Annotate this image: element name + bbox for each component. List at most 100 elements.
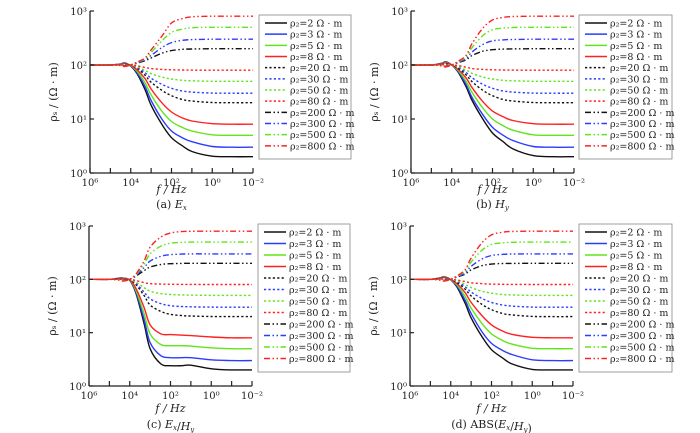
x-tick-label: 10⁴ (122, 178, 139, 189)
x-tick-label: 10⁻² (563, 178, 585, 189)
series-line (88, 230, 252, 282)
panel-caption: (d) ABS(Ex/Hy) (451, 418, 532, 433)
series-line (88, 241, 252, 282)
legend-label: ρ₂=3 Ω · m (610, 30, 662, 41)
series-line (89, 63, 254, 104)
x-tick-label: 10⁶ (402, 391, 419, 402)
legend-label: ρ₂=200 Ω · m (290, 108, 354, 119)
legend-label: ρ₂=500 Ω · m (290, 130, 354, 141)
legend-label: ρ₂=20 Ω · m (290, 63, 348, 74)
caption-text: / (510, 420, 514, 433)
x-tick-label: 10⁴ (121, 391, 138, 402)
caption-subscript: y (504, 204, 510, 212)
panel-caption: (c) Ex/Hy (147, 418, 196, 433)
chart-panel-a: 10⁶ 10⁴ 10² 10⁰ 10⁻² 10⁰ 10¹ 10² 10³ f / Hz ρₛ / (… (47, 7, 354, 212)
series-line (88, 253, 252, 282)
legend-label: ρ₂=30 Ω · m (289, 285, 347, 296)
legend-label: ρ₂=80 Ω · m (610, 97, 668, 108)
legend: ρ₂=2 Ω · mρ₂=3 Ω · mρ₂=5 Ω · mρ₂=8 Ω · m… (258, 14, 354, 160)
legend-label: ρ₂=2 Ω · m (290, 19, 342, 30)
legend-label: ρ₂=200 Ω · m (610, 108, 674, 119)
legend-label: ρ₂=5 Ω · m (290, 41, 342, 52)
caption-text: ) (463, 418, 467, 431)
legend-label: ρ₂=50 Ω · m (610, 297, 668, 308)
legend: ρ₂=2 Ω · mρ₂=3 Ω · mρ₂=5 Ω · mρ₂=8 Ω · m… (578, 223, 674, 373)
x-tick-label: 10⁻² (241, 391, 263, 402)
series-line (89, 15, 253, 68)
caption-subscript: x (183, 204, 187, 212)
x-tick-label: 10⁶ (81, 391, 98, 402)
series-line (409, 230, 573, 282)
x-tick-label: 10² (483, 391, 500, 402)
legend-label: ρ₂=5 Ω · m (610, 251, 662, 262)
series-line (90, 63, 253, 83)
legend-label: ρ₂=50 Ω · m (290, 86, 348, 97)
x-tick-label: 10⁴ (442, 391, 459, 402)
legend-label: ρ₂=2 Ω · m (289, 228, 341, 239)
y-tick-label: 10⁰ (70, 169, 87, 180)
y-tick-label: 10³ (69, 222, 86, 233)
x-tick-label: 10⁰ (204, 178, 221, 189)
x-tick-label: 10⁻² (242, 178, 264, 189)
caption-subscript: y (189, 426, 195, 433)
caption-subscript: x (506, 424, 510, 432)
caption-symbol: E (164, 418, 173, 431)
x-axis-label: f / Hz (475, 402, 506, 415)
x-axis-label: f / Hz (155, 183, 186, 196)
y-tick-label: 10² (390, 275, 407, 286)
series-line (409, 262, 573, 282)
series-line (410, 26, 574, 68)
x-tick-label: 10⁶ (82, 178, 99, 189)
x-tick-label: 10² (163, 178, 180, 189)
caption-symbol: H (513, 420, 524, 433)
caption-text: ) (157, 418, 161, 431)
x-tick-label: 10⁶ (403, 178, 420, 189)
series-line (409, 278, 573, 286)
series-line (89, 26, 253, 67)
x-tick-label: 10² (162, 391, 179, 402)
y-tick-label: 10³ (391, 7, 408, 18)
series-line (90, 48, 253, 67)
y-tick-label: 10¹ (391, 115, 408, 126)
series-line (410, 38, 574, 68)
chart-panel-d: 10⁶ 10⁴ 10² 10⁰ 10⁻² 10⁰ 10¹ 10² 10³ f / Hz ρₛ / (… (367, 222, 674, 433)
caption-text: B (478, 418, 486, 431)
caption-text: b (480, 198, 487, 211)
x-axis-label: f / Hz (154, 402, 185, 415)
legend-label: ρ₂=300 Ω · m (289, 331, 353, 342)
legend-label: ρ₂=80 Ω · m (290, 97, 348, 108)
caption-text: ( (156, 198, 160, 211)
legend: ρ₂=2 Ω · mρ₂=3 Ω · mρ₂=5 Ω · mρ₂=8 Ω · m… (257, 223, 353, 373)
x-tick-label: 10⁰ (203, 391, 220, 402)
caption-text: ) (167, 198, 171, 211)
caption-symbol: E (174, 198, 183, 211)
caption-text: d (456, 418, 463, 431)
panel-caption: (b) Hy (476, 198, 510, 212)
legend-label: ρ₂=300 Ω · m (290, 119, 354, 130)
caption-text: ( (476, 198, 480, 211)
legend-label: ρ₂=50 Ω · m (610, 86, 668, 97)
legend-label: ρ₂=500 Ω · m (610, 343, 674, 354)
y-tick-label: 10³ (70, 7, 87, 18)
series-line (88, 277, 253, 371)
chart-panel-c: 10⁶ 10⁴ 10² 10⁰ 10⁻² 10⁰ 10¹ 10² 10³ f / Hz ρₛ / (… (46, 222, 353, 433)
legend-label: ρ₂=800 Ω · m (610, 354, 674, 365)
series-line (410, 61, 575, 148)
series-line (88, 277, 253, 339)
legend-label: ρ₂=300 Ω · m (610, 331, 674, 342)
legend-label: ρ₂=20 Ω · m (610, 274, 668, 285)
series-line (88, 278, 252, 286)
y-axis-label: ρₛ / (Ω · m) (47, 62, 60, 122)
panel-caption: (a) Ex (156, 198, 187, 212)
x-tick-label: 10⁰ (524, 391, 541, 402)
legend-label: ρ₂=8 Ω · m (610, 262, 662, 273)
series-line (88, 278, 252, 308)
series-line (410, 62, 575, 104)
legend-label: ρ₂=800 Ω · m (610, 141, 674, 152)
y-tick-label: 10² (69, 275, 86, 286)
legend-label: ρ₂=80 Ω · m (289, 308, 347, 319)
series-line (410, 48, 574, 67)
y-axis-label: ρₛ / (Ω · m) (367, 276, 380, 336)
series-line (409, 253, 573, 282)
series-line (88, 278, 252, 297)
